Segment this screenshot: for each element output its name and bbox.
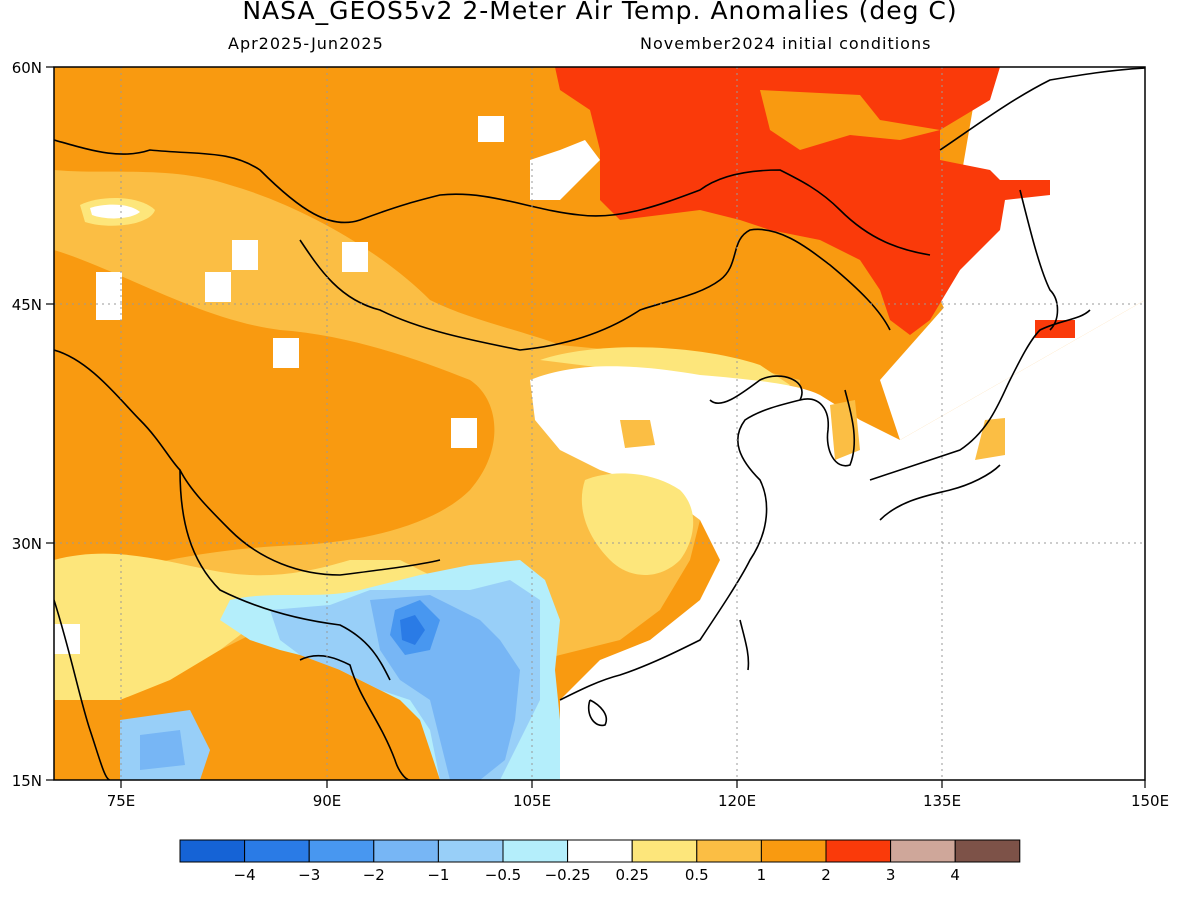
- lat-label-60n: 60N: [12, 59, 42, 77]
- lat-label-45n: 45N: [12, 296, 42, 314]
- graticule: [54, 67, 1145, 780]
- colorbar-swatch: [825, 839, 892, 863]
- colorbar-swatch: [696, 839, 762, 863]
- colorbar-label: 0.5: [685, 866, 709, 884]
- map-frame: [53, 66, 1146, 781]
- initial-conditions: November2024 initial conditions: [640, 34, 932, 53]
- lon-label-135e: 135E: [923, 792, 961, 810]
- colorbar-swatch: [308, 839, 375, 863]
- colorbar-label: −0.5: [485, 866, 521, 884]
- lat-label-15n: 15N: [12, 772, 42, 790]
- colorbar-swatch: [760, 839, 827, 863]
- colorbar-swatch: [631, 839, 698, 863]
- colorbar-swatch: [179, 839, 246, 863]
- forecast-period: Apr2025-Jun2025: [228, 34, 384, 53]
- coastlines-borders: [54, 67, 1145, 780]
- colorbar-swatch: [954, 839, 1021, 863]
- anomaly-field: [54, 67, 1145, 780]
- colorbar-label: 2: [821, 866, 831, 884]
- colorbar-label: 4: [950, 866, 960, 884]
- lon-label-120e: 120E: [718, 792, 756, 810]
- colorbar-label: 1: [757, 866, 767, 884]
- lon-label-105e: 105E: [513, 792, 551, 810]
- colorbar-swatch: [890, 839, 956, 863]
- colorbar-label: −4: [234, 866, 256, 884]
- colorbar-swatch: [502, 839, 569, 863]
- lon-label-75e: 75E: [107, 792, 136, 810]
- lon-label-90e: 90E: [313, 792, 342, 810]
- colorbar-swatch: [567, 839, 633, 863]
- colorbar-swatch: [373, 839, 439, 863]
- lat-label-30n: 30N: [12, 535, 42, 553]
- colorbar-label: 3: [886, 866, 896, 884]
- colorbar: −4 −3 −2 −1 −0.5 −0.25 0.25 0.5 1 2 3 4: [179, 839, 1021, 884]
- colorbar-label: 0.25: [615, 866, 648, 884]
- colorbar-label: −0.25: [545, 866, 591, 884]
- axis-ticks: [46, 66, 1146, 788]
- colorbar-swatch: [437, 839, 504, 863]
- colorbar-label: −2: [363, 866, 385, 884]
- colorbar-swatch: [244, 839, 310, 863]
- colorbar-label: −1: [427, 866, 449, 884]
- map-title: NASA_GEOS5v2 2-Meter Air Temp. Anomalies…: [242, 0, 958, 25]
- colorbar-label: −3: [298, 866, 320, 884]
- lon-label-150e: 150E: [1131, 792, 1169, 810]
